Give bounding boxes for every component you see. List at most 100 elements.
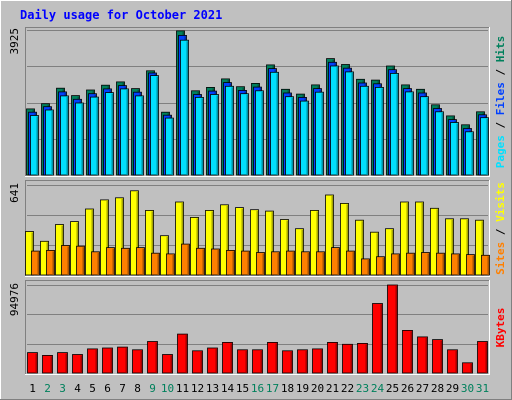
bar-kbytes-day-20 — [312, 348, 323, 374]
bar-pages-day-1 — [30, 115, 39, 176]
bar-shade-kbytes-day-22 — [350, 345, 352, 373]
bar-sites-day-15 — [241, 250, 250, 276]
bar-visits-day-8 — [130, 190, 139, 276]
bar-shade-sites-day-28 — [442, 254, 444, 275]
bar-shade-pages-day-12 — [201, 98, 203, 175]
legend-text: KBytes — [494, 308, 507, 348]
bar-kbytes-day-10 — [162, 354, 173, 374]
bar-shade-kbytes-day-10 — [170, 355, 172, 373]
bar-shade-visits-day-27 — [421, 203, 423, 275]
bar-visits-day-27 — [415, 201, 424, 276]
bar-shade-pages-day-11 — [186, 41, 188, 176]
bar-visits-day-23 — [355, 219, 364, 276]
bar-pages-day-11 — [180, 39, 189, 176]
bar-pages-day-18 — [285, 96, 294, 176]
bar-pages-day-28 — [435, 111, 444, 176]
bar-pages-day-3 — [60, 95, 69, 176]
x-tick-label-day-5: 5 — [89, 382, 96, 395]
x-tick-label-day-4: 4 — [74, 382, 81, 395]
bar-pages-day-2 — [45, 109, 54, 176]
bar-sites-day-14 — [226, 249, 235, 276]
bar-shade-kbytes-day-27 — [425, 337, 427, 373]
bar-shade-pages-day-4 — [81, 104, 83, 175]
bar-pages-day-22 — [345, 71, 354, 176]
bar-shade-sites-day-11 — [187, 245, 189, 275]
bar-kbytes-day-19 — [297, 349, 308, 374]
legend-text: Pages / Files / Hits — [494, 36, 507, 169]
bar-shade-visits-day-23 — [361, 221, 363, 275]
bar-kbytes-day-21 — [327, 341, 338, 374]
x-tick-label-day-1: 1 — [29, 382, 36, 395]
bar-pages-day-16 — [255, 90, 264, 176]
bar-shade-visits-day-18 — [286, 220, 288, 275]
bar-shade-kbytes-day-21 — [335, 343, 337, 373]
bar-kbytes-day-15 — [237, 349, 248, 374]
bar-shade-visits-day-24 — [376, 233, 378, 275]
bar-shade-sites-day-17 — [277, 252, 279, 275]
bar-sites-day-3 — [61, 245, 70, 276]
x-tick-label-day-6: 6 — [104, 382, 111, 395]
bar-kbytes-day-22 — [342, 343, 353, 374]
bar-sites-day-1 — [31, 250, 40, 276]
bar-sites-day-10 — [166, 253, 175, 276]
legend-files: Files — [494, 82, 507, 115]
bar-shade-sites-day-9 — [157, 254, 159, 275]
bar-kbytes-day-24 — [372, 303, 383, 374]
bar-shade-pages-day-17 — [276, 73, 278, 175]
bar-kbytes-day-12 — [192, 350, 203, 374]
bar-visits-day-25 — [385, 228, 394, 276]
bar-kbytes-day-13 — [207, 347, 218, 374]
bar-shade-pages-day-13 — [216, 95, 218, 175]
bar-shade-sites-day-23 — [367, 259, 369, 275]
x-tick-label-day-14: 14 — [221, 382, 235, 395]
bar-pages-day-5 — [90, 96, 99, 176]
bar-visits-day-30 — [460, 218, 469, 276]
bar-kbytes-day-23 — [357, 342, 368, 374]
bar-visits-day-18 — [280, 219, 289, 276]
bar-shade-visits-day-12 — [196, 218, 198, 275]
bar-shade-pages-day-5 — [96, 98, 98, 175]
x-tick-label-day-28: 28 — [431, 382, 444, 395]
bar-pages-day-19 — [300, 100, 309, 176]
bar-shade-sites-day-6 — [112, 248, 114, 275]
bar-visits-day-20 — [310, 209, 319, 276]
y-axis-max-label: 3925 — [8, 28, 21, 55]
bar-kbytes-day-3 — [57, 352, 68, 374]
bar-sites-day-30 — [466, 254, 475, 276]
bar-shade-kbytes-day-8 — [140, 350, 142, 373]
bar-shade-kbytes-day-25 — [395, 286, 397, 373]
bar-visits-day-22 — [340, 202, 349, 276]
bar-shade-sites-day-4 — [82, 247, 84, 275]
bar-pages-day-31 — [480, 117, 489, 176]
bar-shade-sites-day-7 — [127, 249, 129, 275]
bar-visits-day-28 — [430, 207, 439, 276]
x-tick-label-day-13: 13 — [206, 382, 219, 395]
bar-pages-day-21 — [330, 65, 339, 176]
bar-shade-sites-day-24 — [382, 257, 384, 275]
bar-shade-pages-day-1 — [36, 116, 38, 175]
legend-separator: / — [494, 115, 507, 135]
bar-visits-day-13 — [205, 209, 214, 276]
x-tick-label-day-24: 24 — [371, 382, 385, 395]
bar-shade-kbytes-day-2 — [50, 356, 52, 373]
bar-shade-kbytes-day-4 — [80, 355, 82, 373]
bar-kbytes-day-5 — [87, 348, 98, 374]
bar-pages-day-24 — [375, 87, 384, 176]
bar-shade-kbytes-day-14 — [230, 343, 232, 373]
bar-kbytes-day-18 — [282, 350, 293, 374]
y-axis-max-label: 94976 — [8, 283, 21, 316]
bar-shade-kbytes-day-9 — [155, 342, 157, 373]
bar-kbytes-day-1 — [27, 352, 38, 374]
bar-sites-day-29 — [451, 253, 460, 276]
bar-pages-day-23 — [360, 85, 369, 176]
bar-shade-sites-day-3 — [67, 246, 69, 275]
panel-legend: Pages / Files / Hits — [494, 36, 507, 169]
bar-sites-day-23 — [361, 258, 370, 276]
bar-shade-kbytes-day-7 — [125, 348, 127, 373]
bar-shade-pages-day-29 — [456, 123, 458, 175]
x-tick-label-day-16: 16 — [251, 382, 264, 395]
bar-kbytes-day-2 — [42, 354, 53, 374]
bar-shade-sites-day-29 — [457, 254, 459, 275]
bar-sites-day-7 — [121, 247, 130, 276]
bar-shade-pages-day-19 — [306, 102, 308, 175]
